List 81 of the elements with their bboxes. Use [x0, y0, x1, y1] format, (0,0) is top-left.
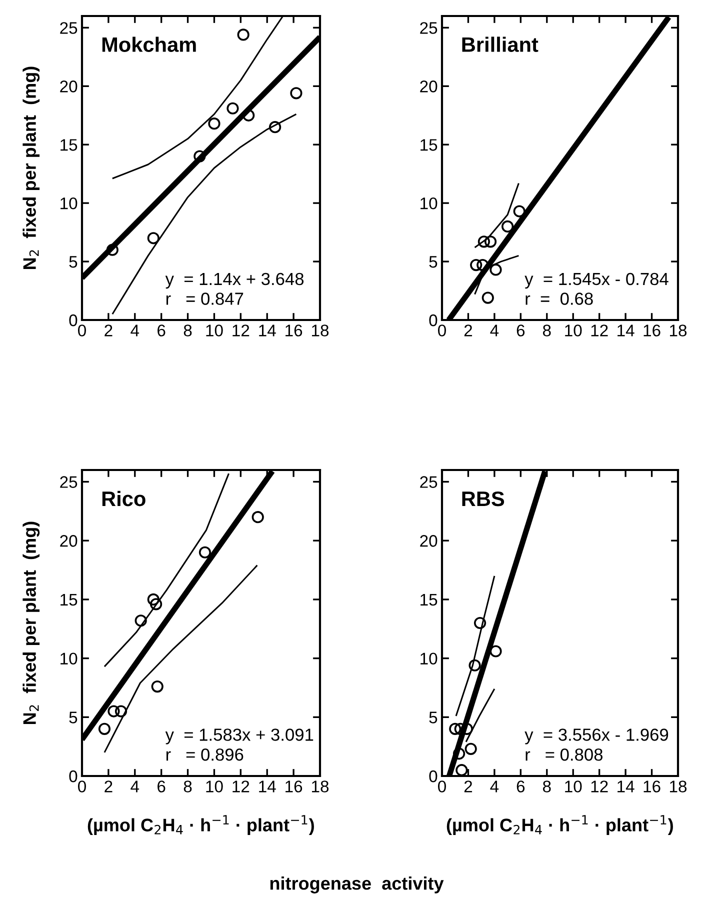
x-tick-label: 6 [516, 780, 525, 792]
x-tick-label: 12 [232, 780, 250, 792]
x-tick-label: 18 [670, 780, 687, 792]
y-tick-label: 20 [60, 535, 78, 547]
x-tick-label: 2 [464, 780, 472, 792]
x-tick-label: 0 [78, 324, 86, 336]
x-tick-label: 4 [130, 324, 140, 336]
x-tick-label: 16 [644, 324, 660, 336]
y-tick-label: 25 [60, 476, 78, 488]
x-tick-label: 2 [104, 324, 112, 336]
x-tick-label: 4 [490, 780, 499, 792]
x-tick-label: 16 [286, 780, 302, 792]
annotation: r = 0.847 [166, 292, 244, 305]
x-tick-label: 14 [259, 324, 276, 336]
text: (µmol C$_{2}$H$_{4}$ · h$^{−1}$ · plant$^{−1}$) [446, 815, 673, 836]
y-tick-label: 20 [420, 80, 438, 92]
y-tick-label: 25 [420, 22, 438, 34]
x-tick-label: 10 [565, 780, 582, 792]
y-tick-label: 15 [420, 139, 438, 151]
annotation: r = 0.808 [526, 748, 603, 761]
y-tick-label: 20 [420, 535, 438, 547]
x-tick-label: 8 [542, 780, 551, 792]
x-tick-label: 14 [618, 780, 634, 792]
x-tick-label: 2 [464, 324, 472, 336]
y-tick-label: 5 [69, 256, 78, 268]
text: Rico [102, 490, 146, 506]
y-tick-label: 10 [420, 652, 438, 665]
x-tick-label: 2 [104, 780, 112, 792]
x-tick-label: 6 [158, 780, 166, 792]
x-tick-label: 10 [565, 324, 582, 336]
annotation: r = 0.896 [166, 748, 244, 761]
x-tick-label: 18 [312, 324, 329, 336]
y-tick-label: 5 [69, 712, 78, 724]
annotation: y = 3.556x - 1.969 [524, 728, 668, 744]
y-tick-label: 15 [420, 594, 438, 606]
x-tick-label: 16 [286, 324, 302, 336]
x-tick-label: 14 [259, 780, 276, 792]
y-axis-title: N$_{2}$ fixed per plant (mg) [22, 66, 40, 269]
x-tick-label: 16 [644, 780, 660, 792]
x-tick-label: 8 [184, 780, 192, 792]
y-tick-label: 10 [420, 197, 438, 210]
y-axis-title: N$_{2}$ fixed per plant (mg) [22, 522, 40, 724]
y-tick-label: 0 [429, 770, 438, 782]
annotation: r = 0.68 [526, 292, 593, 305]
annotation: y = 1.545x - 0.784 [524, 272, 668, 289]
y-tick-label: 15 [60, 594, 78, 606]
text: Brilliant [462, 36, 538, 52]
x-tick-label: 0 [438, 780, 446, 792]
y-tick-label: 0 [69, 770, 78, 782]
annotation: y = 1.583x + 3.091 [165, 728, 314, 744]
y-tick-label: 10 [60, 197, 78, 210]
text: Mokcham [102, 36, 196, 52]
x-tick-label: 8 [184, 324, 192, 336]
y-tick-label: 25 [420, 476, 438, 488]
y-tick-label: 5 [429, 256, 438, 268]
x-tick-label: 6 [158, 324, 166, 336]
y-tick-label: 5 [429, 712, 438, 724]
x-tick-label: 12 [232, 324, 250, 336]
y-tick-label: 20 [60, 80, 78, 92]
x-tick-label: 0 [438, 324, 446, 336]
y-tick-label: 0 [429, 314, 438, 326]
text: nitrogenase activity [270, 876, 444, 894]
annotation: y = 1.14x + 3.648 [165, 272, 304, 289]
x-tick-label: 10 [206, 324, 223, 336]
x-tick-label: 8 [542, 324, 551, 336]
x-tick-label: 18 [670, 324, 687, 336]
x-tick-label: 12 [591, 780, 608, 792]
x-tick-label: 4 [490, 324, 499, 336]
text: RBS [462, 491, 504, 506]
x-tick-label: 6 [516, 324, 525, 336]
x-tick-label: 14 [618, 324, 634, 336]
x-tick-label: 18 [312, 780, 329, 792]
y-tick-label: 15 [60, 139, 78, 151]
x-tick-label: 10 [206, 780, 223, 792]
x-tick-label: 0 [78, 780, 86, 792]
y-tick-label: 0 [69, 314, 78, 326]
y-tick-label: 10 [60, 652, 78, 665]
y-tick-label: 25 [60, 22, 78, 34]
text: (µmol C$_{2}$H$_{4}$ · h$^{−1}$ · plant$^{−1}$) [88, 815, 314, 836]
x-tick-label: 4 [130, 780, 140, 792]
x-tick-label: 12 [591, 324, 608, 336]
